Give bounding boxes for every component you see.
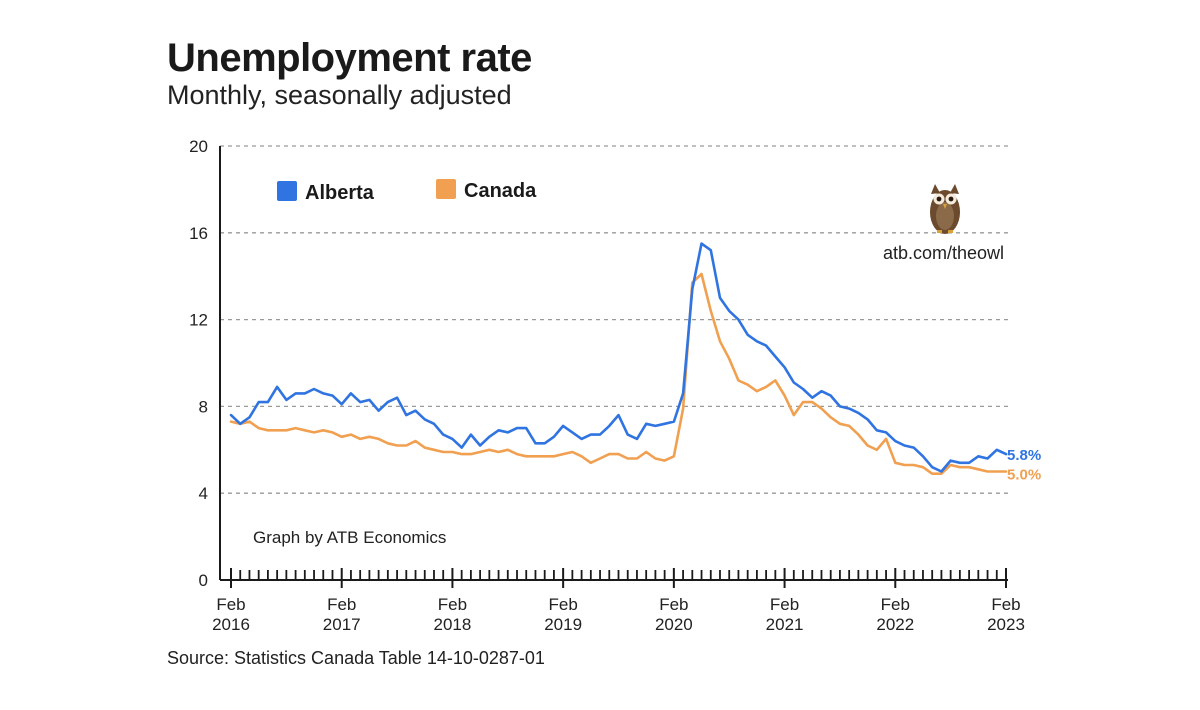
x-tick-label-month: Feb <box>991 595 1020 614</box>
x-tick-label-month: Feb <box>770 595 799 614</box>
x-tick-label-year: 2022 <box>876 615 914 634</box>
x-tick-label-month: Feb <box>659 595 688 614</box>
brand-url[interactable]: atb.com/theowl <box>883 243 1004 263</box>
x-tick-label-month: Feb <box>548 595 577 614</box>
gridlines <box>220 145 1008 494</box>
legend: Alberta Canada <box>277 179 537 204</box>
x-tick-label-month: Feb <box>327 595 356 614</box>
x-tick-label-year: 2017 <box>323 615 361 634</box>
chart-title: Unemployment rate <box>167 36 532 80</box>
legend-swatch-canada <box>436 179 456 199</box>
x-tick-label-month: Feb <box>438 595 467 614</box>
x-tick-label-year: 2019 <box>544 615 582 634</box>
y-tick-label: 16 <box>189 224 208 243</box>
labels: 048121620Feb2016Feb2017Feb2018Feb2019Feb… <box>189 137 1041 634</box>
x-tick-label-year: 2023 <box>987 615 1025 634</box>
y-tick-label: 4 <box>199 484 208 503</box>
axes <box>219 146 1008 588</box>
graph-credit: Graph by ATB Economics <box>253 528 446 547</box>
chart-subtitle: Monthly, seasonally adjusted <box>167 80 512 110</box>
series-line-canada <box>229 272 1008 476</box>
legend-label-canada: Canada <box>464 180 537 202</box>
y-tick-label: 20 <box>189 137 208 156</box>
x-tick-label-year: 2018 <box>434 615 472 634</box>
x-tick-label-year: 2021 <box>766 615 804 634</box>
x-tick-label-year: 2016 <box>212 615 250 634</box>
x-tick-label-month: Feb <box>881 595 910 614</box>
y-tick-label: 12 <box>189 311 208 330</box>
y-tick-label: 0 <box>199 571 208 590</box>
legend-swatch-alberta <box>277 181 297 201</box>
end-label-alberta: 5.8% <box>1007 447 1041 464</box>
y-tick-label: 8 <box>199 397 208 416</box>
series-lines <box>229 242 1008 476</box>
x-tick-label-month: Feb <box>216 595 245 614</box>
series-line-alberta <box>229 242 1008 473</box>
owl-icon <box>930 184 960 234</box>
end-label-canada: 5.0% <box>1007 467 1041 484</box>
legend-label-alberta: Alberta <box>305 182 375 204</box>
source-note: Source: Statistics Canada Table 14-10-02… <box>167 648 545 668</box>
x-tick-label-year: 2020 <box>655 615 693 634</box>
